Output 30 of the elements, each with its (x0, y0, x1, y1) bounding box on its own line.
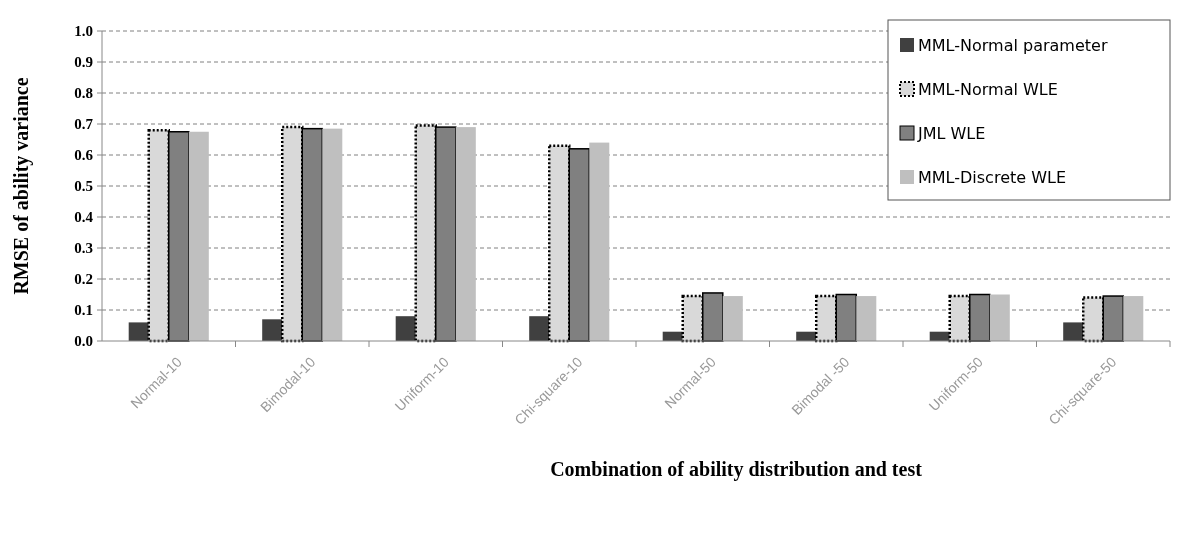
y-tick-label: 1.0 (74, 23, 93, 40)
bar (128, 322, 149, 341)
bar (1123, 296, 1144, 341)
y-tick-label: 0.8 (74, 85, 93, 102)
bar (1063, 322, 1084, 341)
y-tick-label: 0.0 (74, 333, 93, 350)
bar (262, 319, 283, 341)
y-tick-label: 0.6 (74, 147, 94, 164)
bar (722, 296, 743, 341)
y-tick-label: 0.3 (74, 240, 93, 257)
y-axis-title: RMSE of ability variance (10, 77, 33, 295)
bar (856, 296, 877, 341)
legend-label: MML-Discrete WLE (918, 167, 1067, 187)
bar (589, 142, 610, 341)
y-tick-label: 0.7 (74, 116, 94, 133)
y-tick-label: 0.2 (74, 271, 93, 288)
bar (455, 127, 476, 341)
y-tick-label: 0.5 (74, 178, 93, 195)
x-axis-title: Combination of ability distribution and test (550, 458, 923, 481)
y-tick-label: 0.9 (74, 54, 93, 71)
bar (188, 131, 209, 341)
legend-label: MML-Normal parameter (918, 35, 1108, 55)
bar (322, 128, 343, 341)
legend-label: MML-Normal WLE (918, 79, 1058, 99)
bar (395, 316, 416, 341)
legend-label: JML WLE (917, 123, 986, 143)
y-tick-label: 0.4 (74, 209, 94, 226)
y-tick-label: 0.1 (74, 302, 93, 319)
bar (989, 294, 1010, 341)
bar (529, 316, 550, 341)
